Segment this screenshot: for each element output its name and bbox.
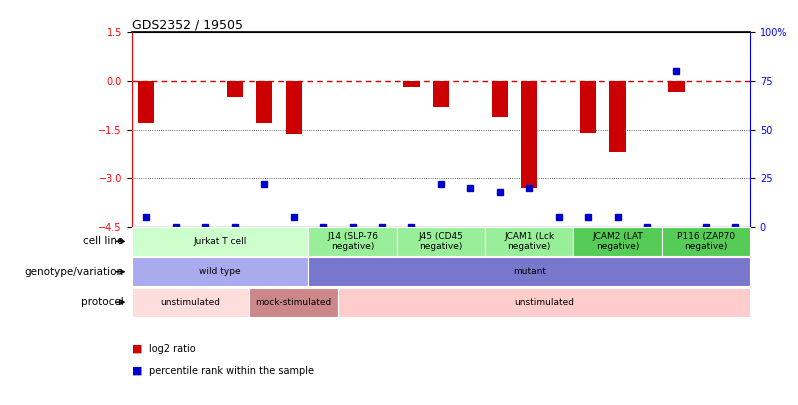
Bar <box>132 227 308 256</box>
Bar <box>662 227 750 256</box>
Text: J45 (CD45
negative): J45 (CD45 negative) <box>418 232 464 251</box>
Bar <box>580 81 596 133</box>
Text: cell line: cell line <box>83 237 124 246</box>
Text: percentile rank within the sample: percentile rank within the sample <box>149 366 314 376</box>
Bar <box>338 288 750 317</box>
Bar <box>397 227 485 256</box>
Bar <box>308 227 397 256</box>
Bar <box>485 227 574 256</box>
Bar <box>521 81 537 188</box>
Text: mock-stimulated: mock-stimulated <box>255 298 332 307</box>
Bar <box>492 81 508 117</box>
Bar <box>610 81 626 152</box>
Text: wild type: wild type <box>200 267 241 276</box>
Text: GDS2352 / 19505: GDS2352 / 19505 <box>132 18 243 31</box>
Text: unstimulated: unstimulated <box>514 298 574 307</box>
Bar <box>256 81 272 123</box>
Bar <box>138 81 155 123</box>
Text: log2 ratio: log2 ratio <box>149 344 196 354</box>
Text: JCAM2 (LAT
negative): JCAM2 (LAT negative) <box>592 232 643 251</box>
Text: ■: ■ <box>132 344 142 354</box>
Bar <box>132 288 250 317</box>
Text: P116 (ZAP70
negative): P116 (ZAP70 negative) <box>677 232 735 251</box>
Text: J14 (SLP-76
negative): J14 (SLP-76 negative) <box>327 232 378 251</box>
Text: ■: ■ <box>132 366 142 376</box>
Text: unstimulated: unstimulated <box>160 298 220 307</box>
Bar <box>250 288 338 317</box>
Text: JCAM1 (Lck
negative): JCAM1 (Lck negative) <box>504 232 555 251</box>
Bar <box>227 81 243 97</box>
Bar <box>403 81 420 87</box>
Bar <box>669 81 685 92</box>
Bar <box>574 227 662 256</box>
Bar <box>433 81 449 107</box>
Text: mutant: mutant <box>513 267 546 276</box>
Bar <box>132 257 308 286</box>
Bar <box>286 81 302 134</box>
Text: genotype/variation: genotype/variation <box>25 267 124 277</box>
Text: protocol: protocol <box>81 297 124 307</box>
Bar <box>308 257 750 286</box>
Text: Jurkat T cell: Jurkat T cell <box>193 237 247 246</box>
